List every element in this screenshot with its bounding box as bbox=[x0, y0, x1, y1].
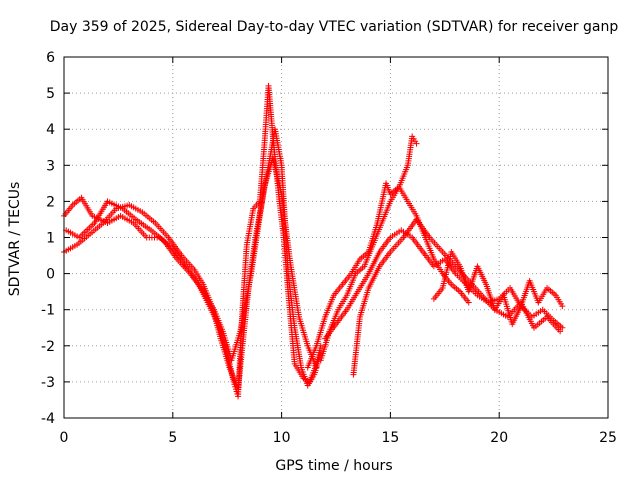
data-point bbox=[559, 303, 566, 310]
y-tick-label: 2 bbox=[46, 194, 55, 210]
y-tick-label: -3 bbox=[41, 375, 55, 391]
y-tick-label: 6 bbox=[46, 50, 55, 66]
y-tick-label: -4 bbox=[41, 411, 55, 427]
y-tick-label: 3 bbox=[46, 158, 55, 174]
x-axis-ticks: 0 5 10 15 20 25 bbox=[60, 57, 617, 446]
chart-title: Day 359 of 2025, Sidereal Day-to-day VTE… bbox=[50, 19, 619, 35]
x-tick-label: 20 bbox=[490, 430, 508, 446]
data-point bbox=[313, 364, 320, 371]
y-tick-label: 0 bbox=[46, 267, 55, 283]
y-tick-label: 4 bbox=[46, 122, 55, 138]
y-axis-ticks: -4 -3 -2 -1 0 1 2 3 4 5 6 bbox=[41, 50, 608, 427]
series-track-2 bbox=[61, 126, 324, 393]
x-axis-label: GPS time / hours bbox=[275, 458, 392, 474]
y-tick-label: 5 bbox=[46, 86, 55, 102]
series-track-1 bbox=[61, 82, 324, 400]
x-tick-label: 15 bbox=[381, 430, 399, 446]
x-tick-label: 5 bbox=[168, 430, 177, 446]
series-track-3 bbox=[63, 155, 320, 371]
series-track-8 bbox=[430, 248, 566, 328]
y-tick-label: -1 bbox=[41, 303, 55, 319]
data-point bbox=[465, 299, 472, 306]
data-point bbox=[557, 328, 564, 335]
series-track-4 bbox=[304, 133, 420, 371]
data-point bbox=[559, 324, 566, 331]
x-tick-label: 10 bbox=[273, 430, 291, 446]
y-axis-label: SDTVAR / TECUs bbox=[7, 182, 23, 297]
y-tick-label: 1 bbox=[46, 231, 55, 247]
x-tick-label: 25 bbox=[599, 430, 617, 446]
data-point bbox=[413, 140, 420, 147]
series-track-7 bbox=[350, 216, 564, 378]
x-tick-label: 0 bbox=[60, 430, 69, 446]
y-tick-label: -2 bbox=[41, 339, 55, 355]
data-markers bbox=[61, 82, 566, 400]
